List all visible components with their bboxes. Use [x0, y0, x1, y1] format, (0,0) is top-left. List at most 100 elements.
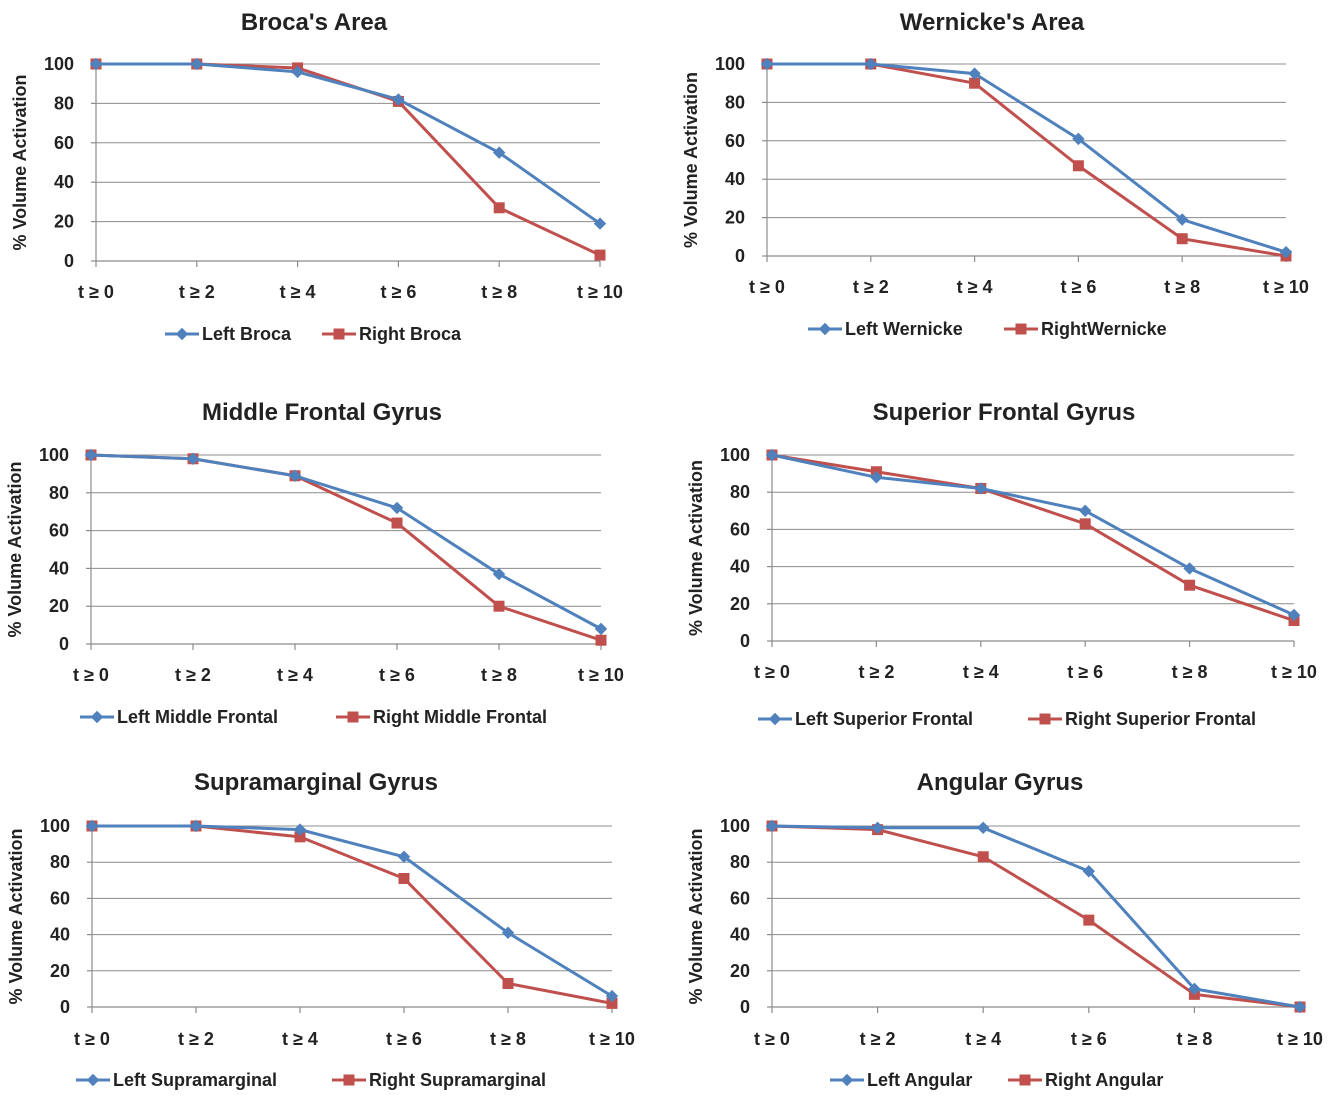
x-tick-label: t ≥ 6: [379, 665, 415, 685]
x-tick-label: t ≥ 2: [175, 665, 211, 685]
legend-item: Right Angular: [1008, 1070, 1163, 1090]
x-tick-label: t ≥ 6: [380, 282, 416, 302]
series-line: [96, 62, 601, 225]
legend-marker: [90, 710, 104, 724]
x-tick-label: t ≥ 4: [280, 282, 316, 302]
y-axis-label: % Volume Activation: [6, 828, 26, 1004]
data-point: [977, 851, 989, 863]
data-point: [391, 517, 403, 529]
y-tick-label: 100: [720, 816, 750, 836]
y-tick-label: 80: [725, 92, 745, 112]
data-point: [1079, 518, 1091, 530]
data-point: [1183, 562, 1196, 575]
y-tick-label: 60: [50, 888, 70, 908]
data-point: [390, 501, 404, 515]
legend-marker: [818, 322, 832, 336]
y-tick-label: 80: [50, 852, 70, 872]
data-point: [1188, 982, 1201, 996]
legend-label: Right Supramarginal: [369, 1070, 546, 1090]
x-tick-label: t ≥ 10: [1277, 1029, 1323, 1049]
chart-panel: Superior Frontal Gyrus % Volume Activatio…: [670, 390, 1317, 750]
chart-panel: Broca's Area % Volume Activation 0 20 40 60 80…: [0, 0, 640, 360]
chart-panel: Angular Gyrus % Volume Activation 0 20 40 60 8…: [670, 760, 1323, 1120]
data-point: [871, 821, 884, 835]
chart-panel: Middle Frontal Gyrus % Volume Activation 0…: [0, 390, 640, 750]
data-point: [760, 57, 774, 71]
series-line: [767, 62, 1287, 254]
y-axis-label: % Volume Activation: [5, 461, 25, 637]
y-tick-label: 40: [725, 169, 745, 189]
series-line: [96, 62, 601, 257]
y-tick-label: 0: [740, 631, 750, 651]
x-tick-label: t ≥ 10: [1271, 662, 1317, 682]
legend-item: Left Superior Frontal: [758, 709, 973, 729]
chart-title: Superior Frontal Gyrus: [873, 399, 1136, 426]
y-tick-label: 20: [49, 596, 69, 616]
legend-item: Left Angular: [830, 1070, 972, 1090]
data-point: [186, 452, 200, 465]
line-chart: Middle Frontal Gyrus % Volume Activation 0…: [5, 399, 624, 727]
x-tick-label: t ≥ 0: [73, 665, 109, 685]
series-line: [771, 453, 1295, 617]
data-point: [1082, 865, 1096, 878]
x-tick-label: t ≥ 8: [481, 665, 517, 685]
data-point: [89, 57, 103, 71]
y-tick-label: 100: [720, 445, 750, 465]
data-point: [189, 819, 203, 833]
y-tick-label: 80: [730, 852, 750, 872]
x-tick-label: t ≥ 2: [860, 1029, 896, 1049]
y-tick-label: 0: [59, 634, 69, 654]
data-point: [593, 217, 607, 230]
data-point: [594, 622, 608, 636]
legend-label: Left Angular: [867, 1070, 972, 1090]
legend-label: Right Broca: [359, 324, 462, 344]
data-point: [398, 872, 410, 884]
legend-marker: [86, 1073, 100, 1087]
line-chart: Broca's Area % Volume Activation 0 20 40 60 80…: [10, 9, 623, 344]
legend-marker: [347, 711, 359, 723]
legend-item: Left Supramarginal: [76, 1070, 277, 1090]
data-point: [1078, 504, 1092, 518]
legend-marker: [1015, 323, 1027, 335]
x-tick-label: t ≥ 10: [589, 1029, 635, 1049]
data-point: [190, 57, 204, 71]
x-tick-label: t ≥ 8: [1172, 662, 1208, 682]
series-right: [90, 58, 606, 261]
line-chart: Wernicke's Area % Volume Activation 0 20 40 6…: [681, 9, 1309, 339]
data-point: [870, 471, 883, 484]
legend-item: Left Broca: [165, 324, 292, 344]
y-tick-label: 60: [54, 133, 74, 153]
y-tick-label: 20: [54, 212, 74, 232]
data-point: [1175, 213, 1189, 226]
y-tick-label: 40: [730, 557, 750, 577]
legend-label: RightWernicke: [1041, 319, 1167, 339]
data-point: [1072, 160, 1084, 172]
data-point: [864, 57, 878, 71]
x-tick-label: t ≥ 0: [78, 282, 114, 302]
y-tick-label: 20: [730, 961, 750, 981]
data-point: [974, 482, 988, 495]
y-tick-label: 20: [725, 208, 745, 228]
legend-marker: [175, 327, 189, 341]
y-tick-label: 0: [735, 246, 745, 266]
chart-title: Broca's Area: [241, 9, 388, 36]
y-tick-label: 0: [60, 997, 70, 1017]
data-point: [595, 634, 607, 646]
chart-title: Middle Frontal Gyrus: [202, 399, 442, 426]
x-tick-label: t ≥ 0: [754, 1029, 790, 1049]
data-point: [1279, 245, 1293, 259]
series-right: [85, 449, 607, 646]
data-point: [293, 823, 307, 836]
y-tick-label: 40: [730, 925, 750, 945]
x-tick-label: t ≥ 6: [1060, 277, 1096, 297]
data-point: [765, 819, 779, 833]
legend-marker: [1019, 1074, 1031, 1086]
legend-label: Left Middle Frontal: [117, 707, 278, 727]
series-left: [85, 819, 619, 1003]
series-line: [90, 453, 602, 631]
legend-item: RightWernicke: [1004, 319, 1167, 339]
x-tick-label: t ≥ 2: [853, 277, 889, 297]
data-point: [397, 850, 411, 863]
y-tick-label: 60: [730, 888, 750, 908]
legend-label: Left Superior Frontal: [795, 709, 973, 729]
